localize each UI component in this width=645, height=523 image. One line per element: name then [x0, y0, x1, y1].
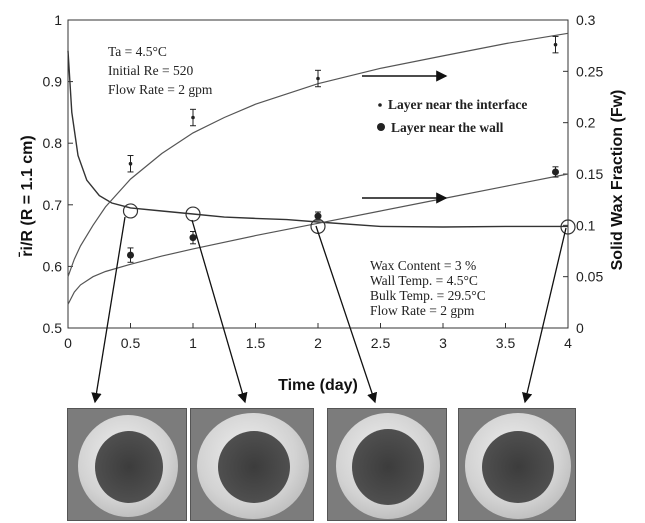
- y-right-tick-label: 0.05: [576, 269, 603, 285]
- x-tick-label: 1: [189, 335, 197, 351]
- y-left-tick-label: 0.7: [43, 197, 63, 213]
- legend-marker-interface: [378, 103, 382, 107]
- y-right-tick-label: 0.15: [576, 166, 603, 182]
- annotation-wall-temp: Wall Temp. = 4.5°C: [370, 273, 478, 288]
- cross-section-photo-4: [458, 408, 576, 521]
- legend-label-interface: Layer near the interface: [388, 97, 527, 112]
- pipe-core: [218, 431, 290, 503]
- x-tick-label: 1.5: [246, 335, 266, 351]
- wall-layer-point: [314, 212, 322, 220]
- interface-wax-fraction-line: [67, 32, 569, 277]
- wall-layer-point: [552, 168, 559, 176]
- wall-layer-point: [127, 251, 134, 259]
- annotation-flow-rate-top: Flow Rate = 2 gpm: [108, 82, 213, 97]
- annotation-flow-rate-bottom: Flow Rate = 2 gpm: [370, 303, 475, 318]
- sample-marker: [560, 219, 576, 235]
- annotation-wax-content: Wax Content = 3 %: [370, 258, 476, 273]
- y-right-tick-label: 0.3: [576, 12, 596, 28]
- x-tick-label: 4: [564, 335, 572, 351]
- interface-layer-point: [316, 76, 320, 81]
- series-layer: [67, 32, 576, 305]
- pipe-core: [352, 429, 424, 505]
- x-tick-label: 3.5: [496, 335, 516, 351]
- y-left-tick-label: 1: [54, 12, 62, 28]
- cross-section-photo-1: [67, 408, 187, 521]
- x-tick-label: 3: [439, 335, 447, 351]
- photo-arrow-3: [315, 225, 378, 404]
- y-left-tick-label: 0.8: [43, 135, 63, 151]
- interface-layer-point: [553, 42, 558, 47]
- x-axis-title: Time (day): [278, 377, 358, 394]
- legend-label-wall: Layer near the wall: [391, 120, 504, 135]
- cross-section-photo-2: [190, 408, 314, 521]
- y-left-tick-label: 0.9: [43, 74, 63, 90]
- x-tick-label: 2.5: [371, 335, 391, 351]
- interface-layer-point: [128, 161, 133, 166]
- axis-ticks: 0 0.5 1 1.5 2 2.5 3 3.5 40.50.60.70.80.9100.050.…: [43, 12, 604, 351]
- photo-arrow-4: [522, 227, 567, 404]
- pipe-core: [482, 431, 554, 503]
- legend-marker-wall: [377, 123, 385, 131]
- annotation-bulk-temp: Bulk Temp. = 29.5°C: [370, 288, 486, 303]
- photo-arrow-1: [91, 216, 126, 404]
- sample-marker: [185, 206, 201, 222]
- y-right-tick-label: 0.25: [576, 63, 603, 79]
- y-right-axis-title: Solid Wax Fraction (Fw): [609, 90, 626, 271]
- x-tick-label: 2: [314, 335, 322, 351]
- annotation-ta: Ta = 4.5°C: [108, 44, 167, 59]
- sample-marker: [122, 203, 139, 219]
- y-left-tick-label: 0.5: [43, 320, 63, 336]
- cross-section-photo-3: [327, 408, 447, 521]
- y-left-tick-label: 0.6: [43, 258, 63, 274]
- y-right-tick-label: 0: [576, 320, 584, 336]
- annotation-initial-re: Initial Re = 520: [108, 63, 193, 78]
- y-right-tick-label: 0.2: [576, 115, 596, 131]
- y-right-tick-label: 0.1: [576, 217, 596, 233]
- wall-layer-point: [189, 234, 197, 242]
- photo-arrow-2: [191, 219, 248, 404]
- y-left-axis-title: r̄i/R (R = 1.1 cm): [17, 135, 36, 257]
- normalized-radius-line: [67, 50, 568, 228]
- pipe-core: [95, 431, 163, 503]
- wall-wax-fraction-line: [67, 173, 569, 305]
- interface-layer-point: [191, 115, 195, 120]
- x-tick-label: 0.5: [121, 335, 141, 351]
- x-tick-label: 0: [64, 335, 72, 351]
